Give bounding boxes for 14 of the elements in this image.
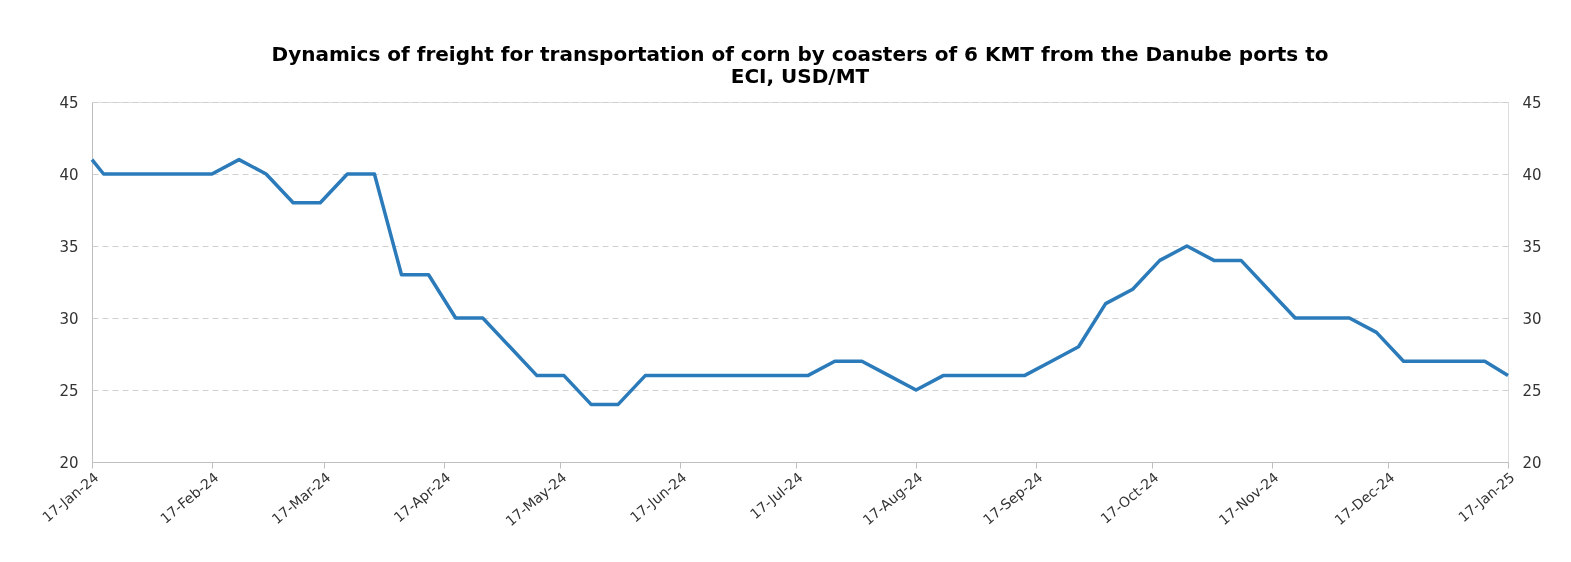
y-tick-label: 20 xyxy=(59,453,79,472)
y-tick-label: 25 xyxy=(59,381,79,400)
y2-tick-label: 25 xyxy=(1522,381,1542,400)
y2-tick-label: 45 xyxy=(1522,93,1542,112)
y2-tick-label: 20 xyxy=(1522,453,1542,472)
line-series xyxy=(90,157,1510,407)
y2-tick-label: 30 xyxy=(1522,309,1542,328)
y-tick-label: 40 xyxy=(59,165,79,184)
y-tick-label: 45 xyxy=(59,93,79,112)
y-tick-label: 35 xyxy=(59,237,79,256)
chart-title: Dynamics of freight for transportation of corn by coasters of 6 KMT from the Danube ports to ECI, USD/MT xyxy=(271,42,1329,88)
y2-tick-label: 40 xyxy=(1522,165,1542,184)
y2-tick-label: 35 xyxy=(1522,237,1542,256)
y-tick-label: 30 xyxy=(59,309,79,328)
